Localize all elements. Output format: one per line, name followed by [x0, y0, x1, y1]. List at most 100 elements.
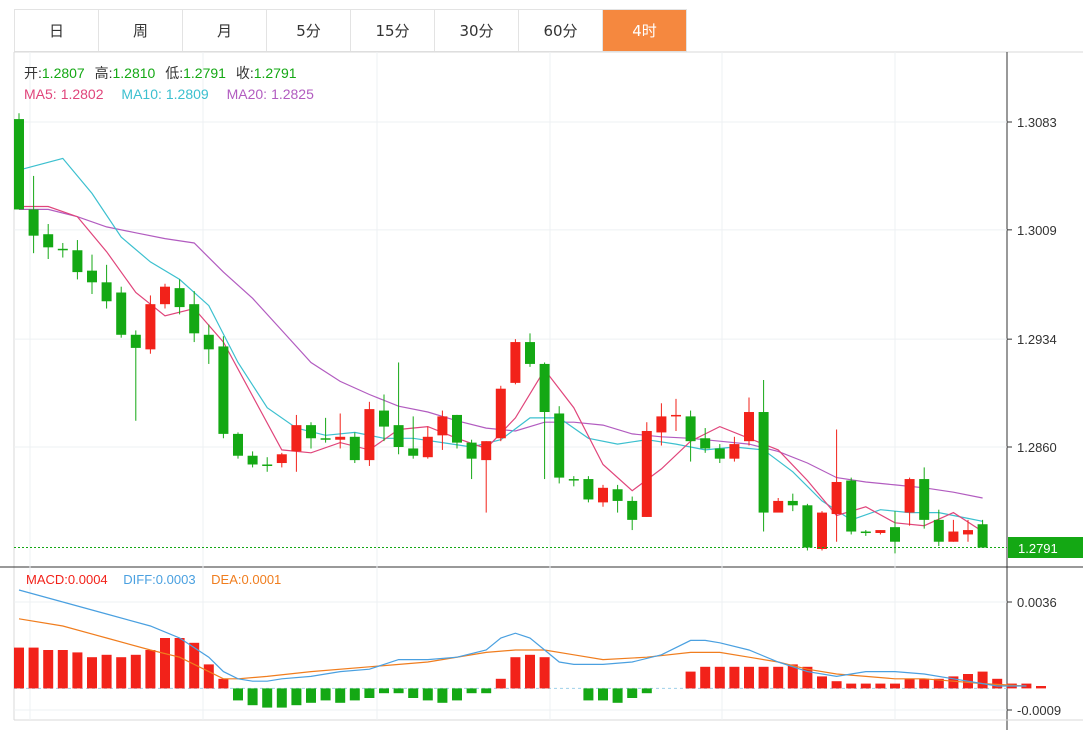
price-tick-label-3: 1.2860: [1017, 440, 1057, 455]
low-label: 低:: [165, 65, 183, 81]
macd-readout: MACD:0.0004 DIFF:0.0003 DEA:0.0001: [26, 572, 281, 587]
macd-bar-39: [583, 688, 594, 701]
tab-6[interactable]: 60分: [519, 10, 603, 51]
macd-bar-41: [612, 688, 623, 703]
last-price-label: 1.2791: [1018, 541, 1058, 556]
open-value: 1.2807: [42, 65, 85, 81]
candle-body-14: [218, 346, 229, 434]
macd-histogram: [14, 638, 1046, 708]
macd-bar-23: [349, 688, 360, 701]
macd-bar-43: [641, 688, 652, 694]
candle-body-20: [306, 425, 316, 439]
candle-body-62: [919, 479, 930, 520]
macd-tick-label-1: -0.0009: [1017, 703, 1061, 718]
tab-0[interactable]: 日: [15, 10, 99, 51]
macd-bar-14: [218, 678, 229, 689]
macd-bar-11: [174, 638, 185, 689]
candle-body-40: [598, 487, 608, 503]
candle-body-46: [685, 416, 696, 442]
macd-bar-28: [422, 688, 433, 701]
tab-4[interactable]: 15分: [351, 10, 435, 51]
candle-body-11: [174, 288, 185, 308]
candle-body-57: [846, 480, 857, 532]
macd-bar-30: [452, 688, 462, 701]
ma10-label: MA10:: [121, 86, 161, 102]
macd-bar-0: [14, 647, 24, 689]
candle-body-28: [422, 436, 433, 458]
candle-body-63: [933, 519, 944, 542]
macd-bar-22: [335, 688, 346, 703]
candle-body-31: [466, 442, 477, 459]
candle-body-44: [656, 416, 667, 433]
macd-bar-3: [57, 650, 68, 689]
candle-body-29: [437, 416, 448, 436]
candle-body-41: [612, 489, 623, 501]
candle-body-55: [817, 512, 827, 550]
tab-3[interactable]: 5分: [267, 10, 351, 51]
ma20-line: [19, 208, 983, 499]
price-axis: 1.3083 1.3009 1.2934 1.2860: [14, 115, 1057, 549]
grid-lines: [14, 52, 1007, 720]
tab-2[interactable]: 月: [183, 10, 267, 51]
macd-bar-46: [685, 671, 696, 689]
timeframe-tabs: 日周月 5分 15分 30分 60分 4时: [14, 9, 687, 52]
candle-body-37: [554, 413, 565, 478]
tab-1[interactable]: 周: [99, 10, 183, 51]
tab-7[interactable]: 4时: [603, 10, 687, 51]
macd-bar-2: [43, 650, 54, 689]
macd-bar-53: [787, 664, 798, 689]
macd-bar-33: [495, 678, 506, 689]
macd-bar-12: [189, 642, 200, 689]
candle-body-39: [583, 479, 594, 500]
dea-label: DEA:: [211, 572, 241, 587]
candle-body-0: [14, 119, 24, 210]
macd-bar-5: [87, 657, 97, 689]
macd-bar-70: [1036, 686, 1046, 689]
candle-body-9: [145, 304, 156, 350]
macd-bar-48: [714, 666, 725, 689]
macd-bar-67: [992, 678, 1003, 689]
diff-line: [18, 589, 1027, 687]
macd-bar-58: [860, 683, 871, 689]
candle-body-8: [130, 334, 141, 348]
diff-label: DIFF:: [123, 572, 156, 587]
macd-bar-19: [291, 688, 302, 706]
candle-body-56: [831, 481, 842, 515]
candle-body-7: [116, 292, 127, 335]
candle-body-65: [963, 530, 973, 535]
macd-bar-61: [904, 678, 915, 689]
tab-5[interactable]: 30分: [435, 10, 519, 51]
macd-bar-29: [437, 688, 448, 703]
candle-body-21: [320, 438, 331, 440]
candle-body-34: [510, 342, 521, 383]
macd-bar-18: [276, 688, 287, 708]
candle-body-1: [28, 209, 39, 236]
candle-body-27: [408, 448, 419, 456]
candle-body-58: [860, 531, 871, 534]
candle-body-5: [87, 270, 97, 283]
macd-bar-62: [919, 678, 930, 689]
macd-bar-15: [233, 688, 243, 701]
macd-bar-63: [933, 678, 944, 689]
candle-body-4: [72, 250, 83, 273]
candle-body-42: [627, 500, 638, 520]
ma20-label: MA20:: [227, 86, 267, 102]
candle-body-47: [700, 438, 711, 449]
candle-body-16: [247, 455, 258, 465]
candle-body-24: [364, 409, 375, 461]
diff-value: 0.0003: [156, 572, 196, 587]
candlesticks: [14, 113, 988, 554]
candle-body-52: [773, 500, 784, 513]
last-price-badge: [1008, 537, 1083, 558]
dea-value: 0.0001: [242, 572, 282, 587]
macd-bar-17: [262, 688, 273, 708]
ma10-line: [18, 157, 983, 522]
macd-bar-7: [116, 657, 127, 689]
price-tick-label-1: 1.3009: [1017, 223, 1057, 238]
macd-bar-57: [846, 683, 857, 689]
dea-line: [18, 618, 1027, 687]
macd-bar-51: [758, 666, 769, 689]
candle-body-6: [101, 282, 112, 302]
candle-body-49: [729, 444, 740, 459]
